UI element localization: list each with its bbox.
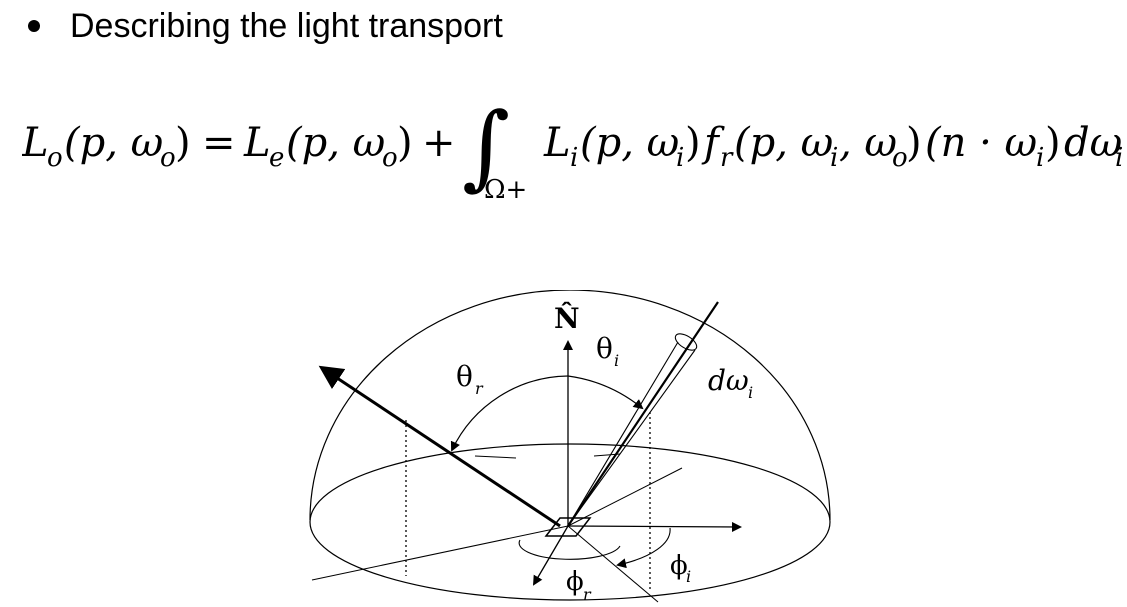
phi-r-arc bbox=[518, 539, 621, 560]
cone-edge-right bbox=[567, 349, 696, 527]
phi-i-label: ϕ bbox=[670, 551, 688, 581]
bullet-item: Describing the light transport bbox=[28, 4, 503, 48]
eq-plus: + bbox=[422, 120, 456, 166]
phi-i-arc bbox=[616, 527, 671, 569]
rendering-equation: L o (p, ω o ) = L e (p, ω o ) + ∫ Ω+ L i… bbox=[22, 93, 1123, 205]
bullet-text: Describing the light transport bbox=[70, 6, 503, 45]
domega-label: dω bbox=[708, 364, 749, 397]
cone-edge-left bbox=[567, 341, 679, 527]
theta-i-arc bbox=[567, 375, 644, 410]
theta-r-sub: r bbox=[475, 379, 484, 398]
eq-cos-sub: i bbox=[1036, 143, 1044, 173]
eq-equals: = bbox=[202, 120, 236, 166]
reflected-ray bbox=[318, 365, 561, 528]
eq-cos-open: (n · ω bbox=[925, 120, 1037, 166]
cone-cap bbox=[674, 333, 698, 351]
eq-emit-args-sub: o bbox=[382, 143, 398, 173]
theta-r-label: θ bbox=[456, 360, 473, 393]
eq-cos-close: ) bbox=[1045, 120, 1061, 166]
dome-equator-left bbox=[474, 455, 517, 459]
domega-sub: i bbox=[748, 383, 753, 402]
eq-domain: Ω+ bbox=[484, 175, 527, 205]
eq-integrand-L-close: ) bbox=[685, 120, 701, 166]
phi-r-label: ϕ bbox=[566, 567, 584, 597]
eq-integral: ∫ bbox=[462, 93, 510, 200]
eq-emit-args: (p, ω bbox=[286, 120, 385, 166]
hemisphere-dome bbox=[309, 290, 831, 521]
eq-emit-close: ) bbox=[397, 120, 413, 166]
incident-ray bbox=[567, 301, 719, 527]
eq-integrand-L-args: (p, ω bbox=[580, 120, 679, 166]
bitangent-axis bbox=[532, 525, 569, 586]
hemisphere-diagram: N̂ θ i θ r dω i ϕ i ϕ r bbox=[309, 290, 831, 604]
eq-lhs-L: L bbox=[22, 120, 49, 166]
eq-brdf-sub2: o bbox=[892, 143, 908, 173]
eq-measure: dω bbox=[1064, 120, 1122, 166]
eq-brdf-close: ) bbox=[906, 120, 922, 166]
hemisphere-base bbox=[309, 443, 831, 601]
eq-brdf-args: (p, ω bbox=[734, 120, 833, 166]
base-proj-i bbox=[567, 525, 659, 603]
eq-integrand-L-sub: i bbox=[570, 143, 578, 173]
surface-patch bbox=[544, 517, 592, 537]
eq-lhs-args-sub: o bbox=[160, 143, 176, 173]
base-proj-i-far bbox=[567, 467, 683, 527]
normal-label: N̂ bbox=[554, 302, 580, 335]
tangent-axis bbox=[567, 521, 742, 532]
phi-i-sub: i bbox=[686, 567, 691, 586]
eq-lhs-args: (p, ω bbox=[64, 120, 163, 166]
theta-r-arc bbox=[450, 375, 569, 452]
base-proj-r bbox=[311, 525, 569, 581]
eq-emit-sub: e bbox=[269, 143, 284, 173]
theta-i-label: θ bbox=[596, 332, 613, 365]
bullet-dot bbox=[28, 20, 40, 32]
eq-integrand-L: L bbox=[543, 120, 571, 166]
phi-r-sub: r bbox=[583, 585, 592, 604]
eq-lhs-sub: o bbox=[47, 143, 63, 173]
eq-lhs-close: ) bbox=[175, 120, 191, 166]
theta-i-sub: i bbox=[614, 351, 619, 370]
eq-measure-sub: i bbox=[1115, 143, 1123, 173]
eq-emit-L: L bbox=[243, 120, 271, 166]
eq-integrand-L-args-sub: i bbox=[676, 143, 684, 173]
eq-brdf-sub: r bbox=[720, 143, 734, 173]
eq-brdf-mid: , ω bbox=[839, 120, 897, 166]
eq-brdf-sub1: i bbox=[830, 143, 838, 173]
